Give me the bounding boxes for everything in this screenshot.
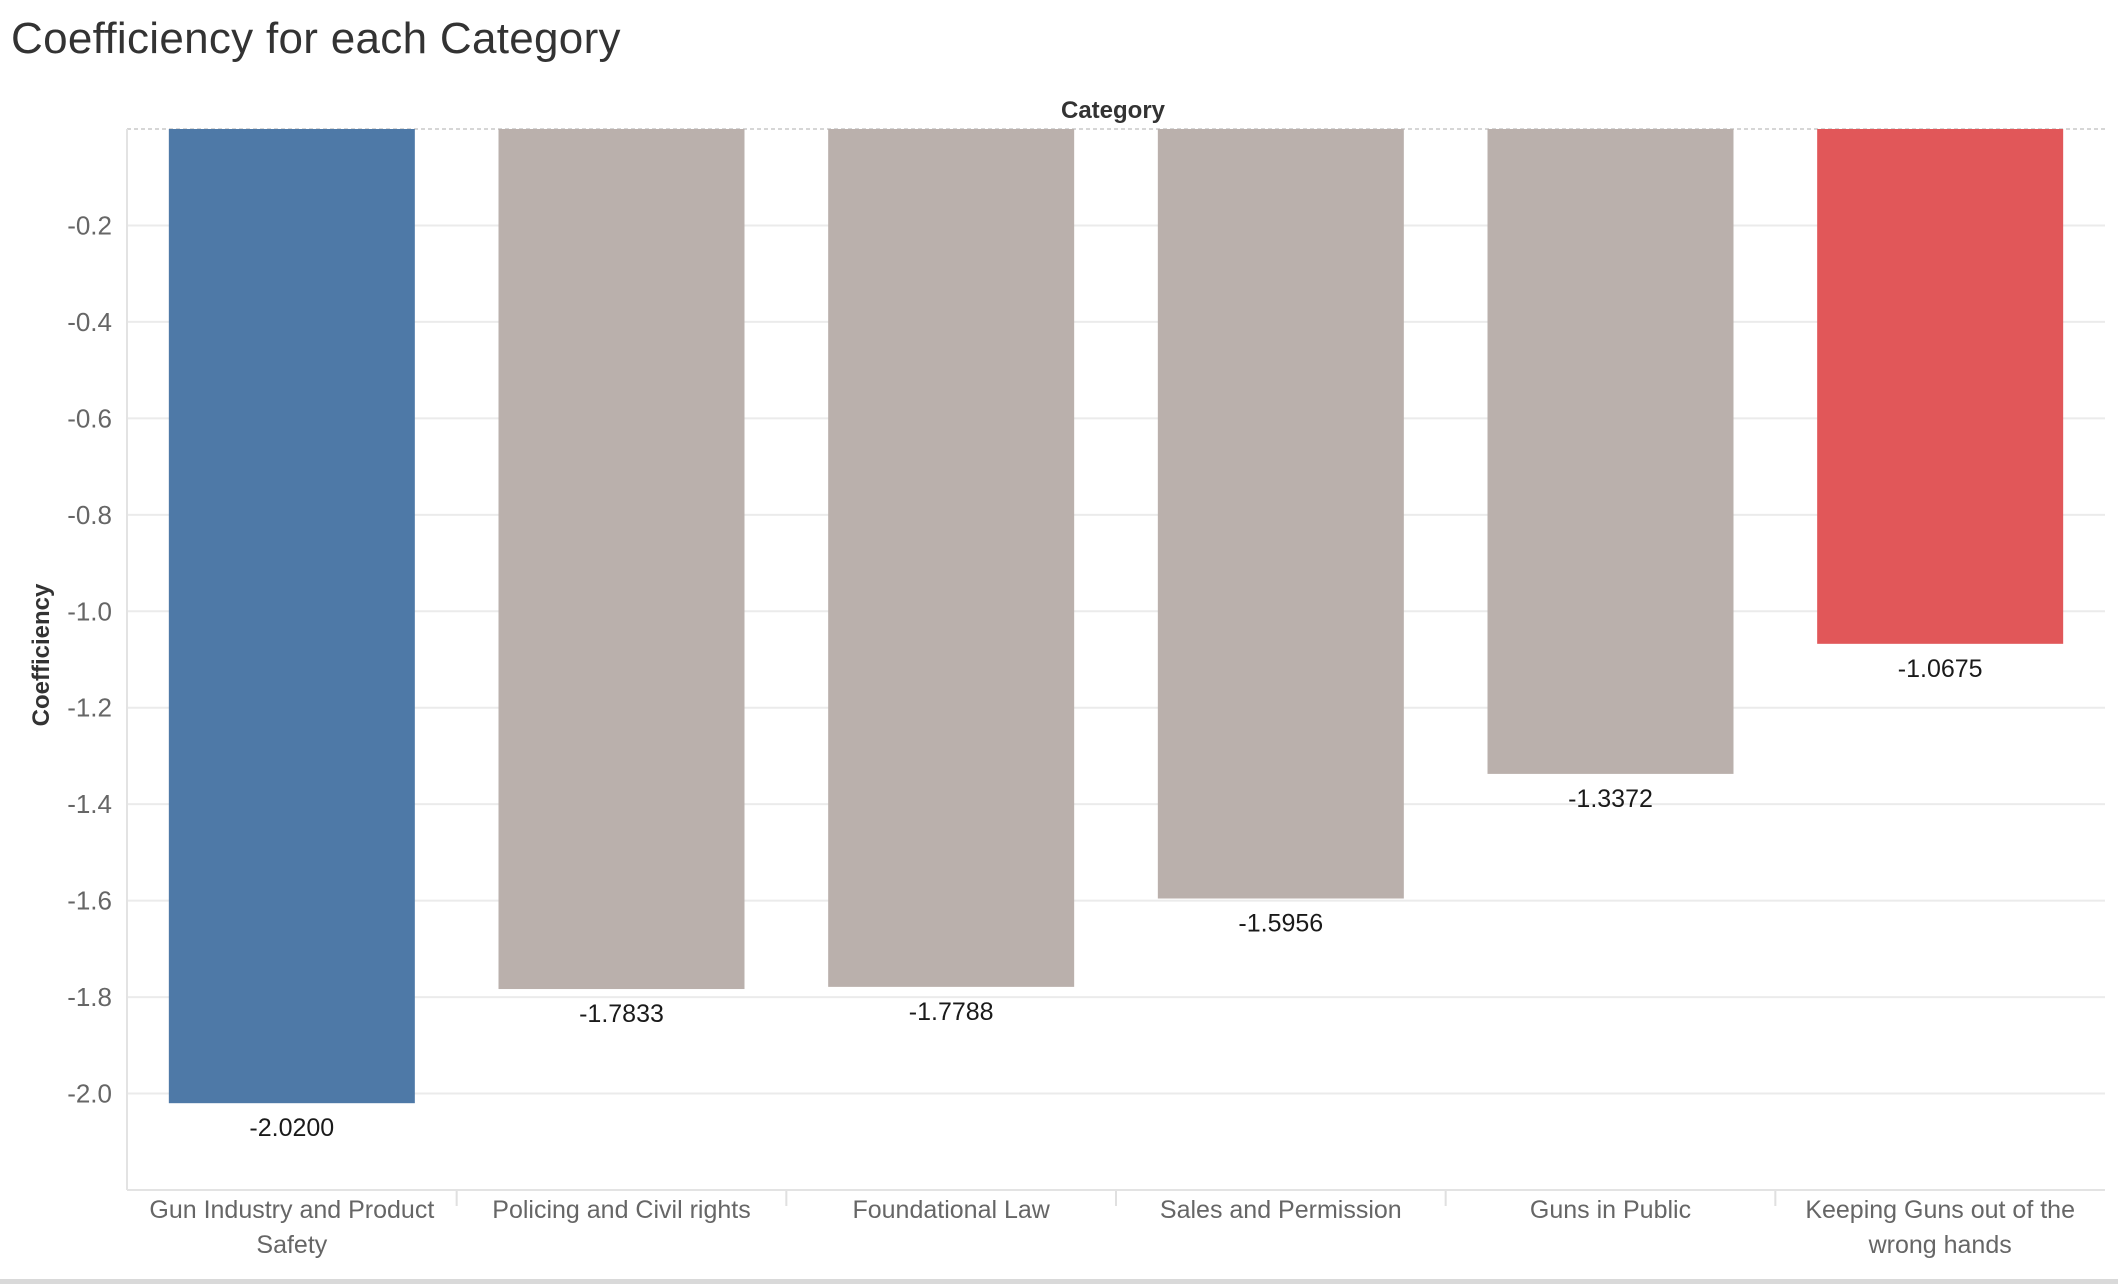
bar-value-label: -1.7788 [909, 998, 994, 1026]
y-tick-label: -1.4 [67, 789, 112, 819]
y-tick-label: -0.8 [67, 500, 112, 530]
x-category-label: Safety [256, 1231, 327, 1259]
x-category-label: Foundational Law [852, 1196, 1050, 1224]
y-tick-label: -1.2 [67, 693, 112, 723]
bar [168, 129, 415, 1104]
y-axis-title: Coefficiency [28, 583, 55, 726]
bottom-divider [0, 1279, 2118, 1284]
y-tick-label: -1.8 [67, 982, 112, 1012]
bar [1487, 129, 1734, 774]
y-tick-label: -1.6 [67, 886, 112, 916]
bar [828, 129, 1075, 987]
bar-value-label: -1.3372 [1568, 785, 1653, 813]
bar-value-label: -1.0675 [1898, 655, 1983, 683]
y-tick-label: -1.0 [67, 596, 112, 626]
x-category-label: Guns in Public [1530, 1196, 1691, 1224]
x-category-label: Policing and Civil rights [492, 1196, 750, 1224]
bar [1157, 129, 1404, 899]
category-header: Category [1061, 97, 1166, 124]
x-category-label: Gun Industry and Product [149, 1196, 434, 1224]
bar-value-label: -1.5956 [1238, 910, 1323, 938]
y-tick-label: -0.4 [67, 307, 112, 337]
bar-value-label: -2.0200 [249, 1114, 334, 1142]
chart-title: Coefficiency for each Category [11, 14, 621, 63]
bar-value-label: -1.7833 [579, 1000, 664, 1028]
bar [498, 129, 745, 990]
x-category-label: Keeping Guns out of the [1805, 1196, 2075, 1224]
x-category-label: Sales and Permission [1160, 1196, 1402, 1224]
x-category-label: wrong hands [1868, 1231, 2012, 1259]
y-tick-label: -2.0 [67, 1079, 112, 1109]
y-tick-label: -0.6 [67, 403, 112, 433]
y-tick-label: -0.2 [67, 210, 112, 240]
bar [1817, 129, 2064, 644]
